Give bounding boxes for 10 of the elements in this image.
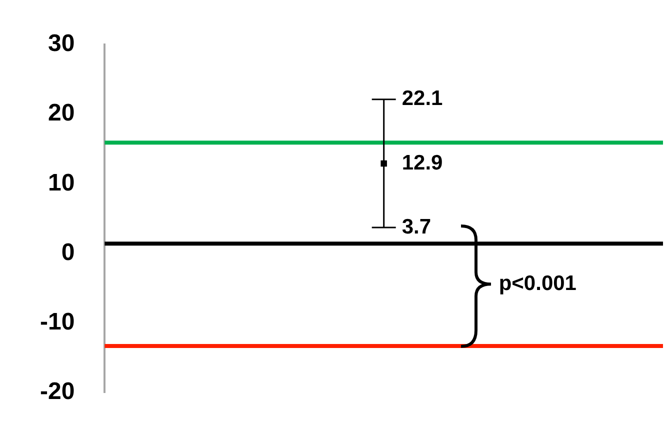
data-label: 12.9 bbox=[402, 151, 443, 174]
y-tick-label: 30 bbox=[48, 30, 75, 58]
y-tick-label: -20 bbox=[40, 378, 75, 406]
annotation: 22.1 bbox=[402, 87, 444, 110]
annotation: p<0.001 bbox=[498, 272, 576, 296]
y-tick-label: 0 bbox=[61, 238, 75, 266]
annotation: 3.7 bbox=[402, 215, 432, 238]
y-tick-label: 20 bbox=[48, 100, 75, 127]
y-tick-label: -10 bbox=[40, 308, 75, 336]
y-tick-label: 10 bbox=[48, 169, 75, 196]
